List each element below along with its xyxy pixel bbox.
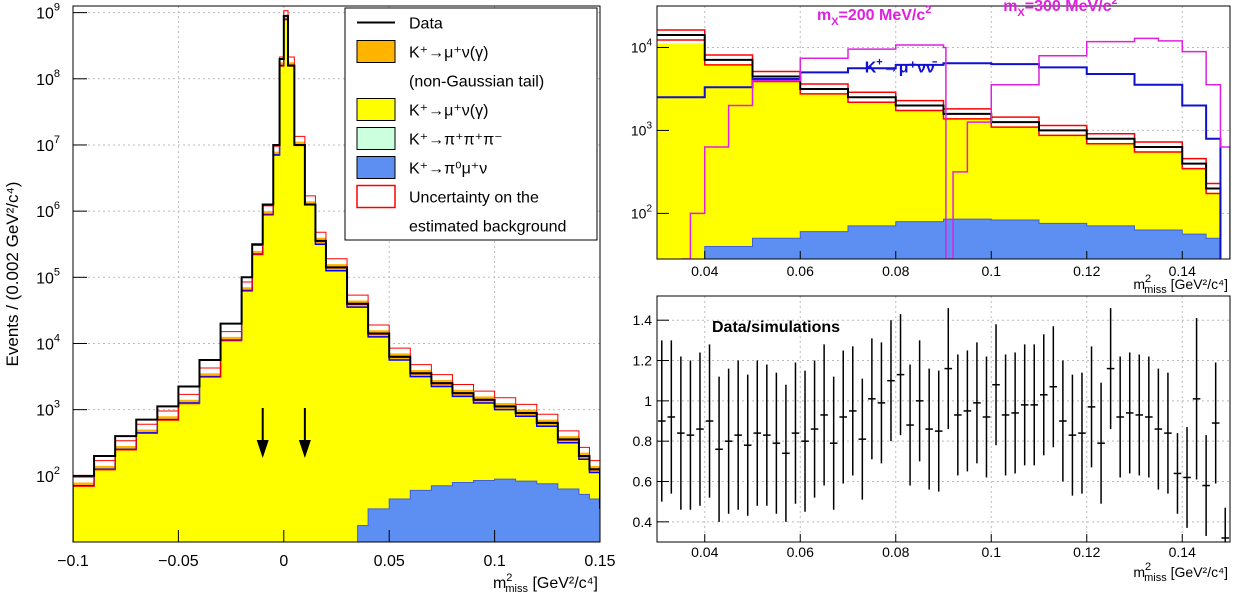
x-tick-label: 0.04: [691, 263, 718, 279]
legend-label: K⁺→π⁺π⁺π⁻: [409, 132, 503, 149]
x-tick-label: 0.05: [374, 553, 405, 570]
y-tick-label: 104: [631, 37, 653, 55]
y-tick-label: 108: [36, 68, 60, 89]
y-tick-label: 103: [36, 399, 60, 420]
y-tick-label: 106: [36, 200, 60, 221]
ratio-points: [658, 308, 1229, 568]
x-tick-label: 0.12: [1073, 544, 1100, 560]
y-tick-label: 1: [644, 393, 652, 409]
top-right-series: [657, 30, 1230, 259]
x-tick-label: 0: [279, 553, 288, 570]
y-tick-label: 107: [36, 134, 60, 155]
signal-annotation: K+→μ⁺νν̄: [865, 56, 938, 76]
x-tick-label: 0.12: [1073, 263, 1100, 279]
legend-label: estimated background: [409, 219, 566, 236]
x-tick-label: −0.05: [158, 553, 199, 570]
legend: Data K⁺→μ⁺ν(γ) (non-Gaussian tail) K⁺→μ⁺ν(γ…: [345, 8, 597, 240]
legend-swatch: [357, 41, 395, 63]
legend-label: (non-Gaussian tail): [409, 74, 544, 91]
legend-label: Data: [409, 16, 443, 33]
bottom-right-panel: 0.04 0.06 0.08 0.1 0.12 0.140.40.60.811.21.4 …: [633, 296, 1230, 584]
y-tick-label: 109: [36, 2, 60, 23]
legend-label: Uncertainty on the: [409, 190, 539, 207]
left-y-axis-title: Events / (0.002 GeV²/c⁴): [3, 182, 22, 367]
y-tick-label: 102: [36, 465, 60, 486]
x-tick-label: 0.15: [584, 553, 615, 570]
top-right-x-axis-title: m2 miss [GeV²/c⁴]: [1133, 273, 1228, 296]
x-tick-label: −0.1: [57, 553, 89, 570]
bottom-right-x-axis-title: m2 miss [GeV²/c⁴]: [1133, 561, 1228, 584]
legend-label: K⁺→π⁰μ⁺ν: [409, 161, 487, 178]
legend-swatch: [357, 157, 395, 179]
signal-annotation: mX=300 MeV/c2: [1003, 0, 1117, 19]
y-tick-label: 102: [631, 203, 653, 221]
y-tick-label: 104: [36, 332, 60, 353]
y-tick-label: 0.8: [633, 433, 653, 449]
y-tick-label: 1.4: [633, 312, 653, 328]
legend-swatch: [357, 99, 395, 121]
left-panel: −0.1 −0.05 0 0.05 0.1 0.15 102 103 104 105 106 107 1…: [3, 2, 616, 595]
top-right-annotations: mX=200 MeV/c2 mX=300 MeV/c2 K+→μ⁺νν̄: [817, 0, 1118, 76]
bottom-right-ticks: 0.04 0.06 0.08 0.1 0.12 0.14 0.4 0.6 0.8 1 1.2 1.4: [633, 312, 1197, 560]
x-tick-label: 0.1: [483, 553, 505, 570]
left-x-axis-title: m2 miss [GeV²/c⁴]: [493, 572, 598, 595]
x-tick-label: 0.14: [1169, 544, 1196, 560]
x-tick-label: 0.06: [787, 544, 814, 560]
signal-annotation: mX=200 MeV/c2: [817, 4, 931, 28]
y-tick-label: 1.2: [633, 353, 653, 369]
x-tick-label: 0.1: [982, 263, 1002, 279]
legend-label: K⁺→μ⁺ν(γ): [409, 103, 488, 120]
y-tick-label: 0.6: [633, 474, 653, 490]
x-tick-label: 0.06: [787, 263, 814, 279]
legend-swatch: [357, 128, 395, 150]
legend-label: K⁺→μ⁺ν(γ): [409, 45, 488, 62]
y-tick-label: 103: [631, 120, 653, 138]
x-tick-label: 0.08: [882, 544, 909, 560]
x-tick-label: 0.08: [882, 263, 909, 279]
x-tick-label: 0.04: [691, 544, 718, 560]
y-tick-label: 0.4: [633, 514, 653, 530]
x-tick-label: 0.1: [982, 544, 1002, 560]
y-tick-label: 105: [36, 266, 60, 287]
ratio-panel-title: Data/simulations: [712, 319, 840, 336]
